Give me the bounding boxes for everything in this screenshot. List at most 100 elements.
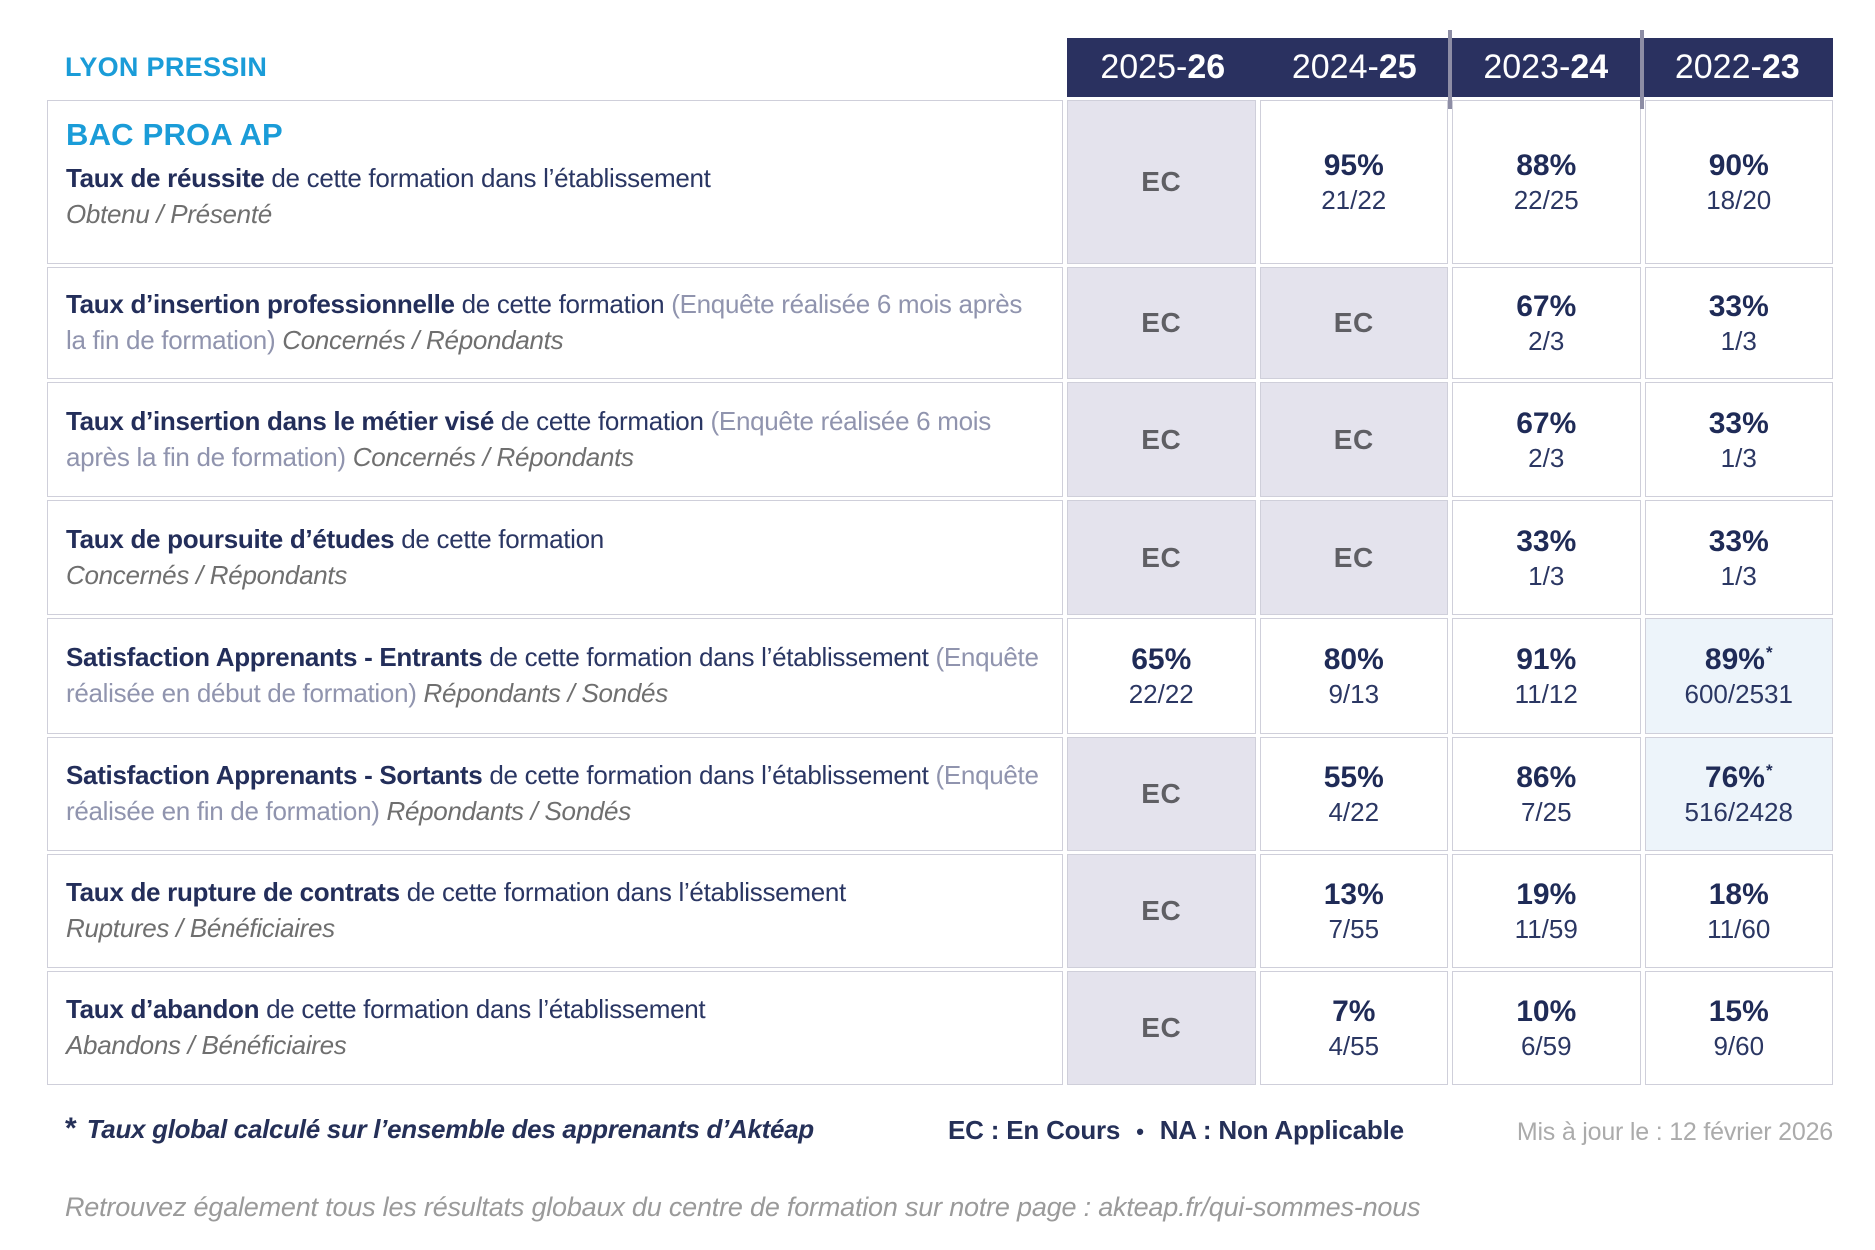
percent-value: 10%: [1516, 995, 1577, 1029]
fraction-value: 1/3: [1528, 560, 1565, 591]
fraction-value: 1/3: [1720, 326, 1757, 357]
ec-value: EC: [1333, 541, 1374, 573]
value-cell: EC: [1067, 854, 1256, 968]
fraction-value: 22/25: [1513, 185, 1579, 216]
program-title: BAC PROA AP: [66, 117, 283, 152]
ec-value: EC: [1141, 778, 1182, 809]
value-cell: 7% 4/55: [1259, 971, 1448, 1085]
row-sub: Concernés / Répondants: [352, 441, 634, 472]
fraction-value: 9/60: [1713, 1031, 1765, 1062]
footnote-text: Taux global calculé sur l’ensemble des a…: [86, 1114, 815, 1144]
fraction-value: 21/22: [1321, 185, 1387, 216]
fraction-value: 6/59: [1520, 1031, 1572, 1062]
fraction-value: 22/22: [1128, 679, 1194, 710]
asterisk: *: [1765, 643, 1773, 663]
fraction-value: 1/3: [1720, 560, 1757, 591]
fraction-value: 9/13: [1328, 679, 1380, 710]
fraction-value: 7/55: [1328, 914, 1380, 945]
percent-value: 55%: [1323, 761, 1384, 795]
percent-value: 86%: [1516, 761, 1577, 795]
row-title: Satisfaction Apprenants - Sortants: [66, 760, 483, 791]
ec-value: EC: [1333, 423, 1374, 455]
percent-value: 65%: [1131, 643, 1192, 677]
value-cell: 18% 11/60: [1644, 854, 1833, 968]
row-sub: Obtenu / Présenté: [66, 198, 272, 229]
row-title: Satisfaction Apprenants - Entrants: [66, 642, 483, 673]
row-label-insertion-professionnelle: Taux d’insertion professionnelle de cett…: [47, 267, 1063, 379]
row-sub: Concernés / Répondants: [66, 559, 348, 590]
percent-value: 89%*: [1704, 643, 1773, 677]
row-label-poursuite-etudes: Taux de poursuite d’études de cette form…: [47, 500, 1063, 615]
column-header-2023-24: 2023- 24: [1483, 48, 1609, 86]
row-label-insertion-metier-vise: Taux d’insertion dans le métier visé de …: [47, 382, 1063, 497]
value-cell: EC: [1067, 100, 1256, 264]
percent-value: 76%*: [1704, 761, 1773, 795]
row-sub: Répondants / Sondés: [386, 796, 632, 826]
percent-value: 33%: [1516, 524, 1577, 558]
row-title: Taux de réussite: [66, 163, 265, 193]
row-sub: Répondants / Sondés: [423, 678, 669, 708]
legend-na: NA : Non Applicable: [1159, 1115, 1404, 1145]
fraction-value: 18/20: [1706, 185, 1772, 216]
site-label: LYON PRESSIN: [65, 52, 268, 82]
column-separator: [1448, 30, 1452, 109]
value-cell: 10% 6/59: [1452, 971, 1641, 1085]
footnote: * Taux global calculé sur l’ensemble des…: [65, 1112, 814, 1146]
row-title: Taux d’insertion dans le métier visé: [66, 405, 494, 436]
row-label-taux-reussite: BAC PROA AP Taux de réussite de cette fo…: [47, 100, 1063, 264]
row-title: Taux d’abandon: [66, 994, 260, 1025]
value-cell: EC: [1067, 737, 1256, 851]
row-sub: Concernés / Répondants: [282, 325, 564, 355]
value-cell: 95% 21/22: [1259, 100, 1448, 264]
value-cell-global: 76%* 516/2428: [1644, 737, 1833, 851]
value-cell: 90% 18/20: [1644, 100, 1833, 264]
percent-value: 95%: [1323, 149, 1384, 183]
row-sub: Abandons / Bénéficiaires: [66, 1030, 347, 1060]
bullet-separator: •: [1136, 1119, 1144, 1144]
percent-value: 18%: [1708, 878, 1769, 912]
fraction-value: 2/3: [1528, 442, 1565, 473]
row-label-satisfaction-sortants: Satisfaction Apprenants - Sortants de ce…: [47, 737, 1063, 851]
value-cell-global: 89%* 600/2531: [1644, 618, 1833, 734]
row-title: Taux d’insertion professionnelle: [66, 289, 455, 320]
value-cell: 19% 11/59: [1452, 854, 1641, 968]
value-cell: 67% 2/3: [1452, 267, 1641, 379]
bottom-note: Retrouvez également tous les résultats g…: [65, 1192, 1421, 1222]
value-cell: EC: [1067, 971, 1256, 1085]
legend: EC : En Cours • NA : Non Applicable: [948, 1115, 1404, 1146]
value-cell: 86% 7/25: [1452, 737, 1641, 851]
value-cell: 80% 9/13: [1259, 618, 1448, 734]
results-table: LYON PRESSIN 2025- 26 2024- 25 2023- 24 202…: [47, 30, 1833, 1085]
percent-value: 7%: [1332, 995, 1376, 1029]
percent-value: 67%: [1516, 290, 1577, 324]
updated-date: Mis à jour le : 12 février 2026: [1516, 1118, 1833, 1146]
percent-value: 90%: [1708, 149, 1769, 183]
value-cell: 33% 1/3: [1452, 500, 1641, 615]
percent-value: 13%: [1323, 878, 1384, 912]
column-header-2025-26: 2025- 26: [1100, 48, 1226, 86]
value-cell: 65% 22/22: [1067, 618, 1256, 734]
percent-value: 91%: [1516, 643, 1577, 677]
year-header: 2025- 26 2024- 25 2023- 24 2022- 23: [1067, 30, 1833, 109]
fraction-value: 516/2428: [1684, 797, 1793, 828]
value-cell: EC: [1259, 500, 1448, 615]
ec-value: EC: [1333, 307, 1374, 338]
ec-value: EC: [1141, 895, 1182, 926]
legend-ec: EC : En Cours: [948, 1115, 1121, 1145]
value-cell: 55% 4/22: [1259, 737, 1448, 851]
percent-value: 33%: [1708, 524, 1769, 558]
fraction-value: 600/2531: [1684, 679, 1793, 710]
column-header-2022-23: 2022- 23: [1674, 48, 1800, 86]
percent-value: 80%: [1323, 643, 1384, 677]
value-cell: 91% 11/12: [1452, 618, 1641, 734]
asterisk: *: [1765, 761, 1773, 781]
ec-value: EC: [1141, 1012, 1182, 1043]
fraction-value: 1/3: [1720, 442, 1757, 473]
fraction-value: 4/55: [1328, 1031, 1380, 1062]
row-title: Taux de poursuite d’études: [66, 523, 395, 554]
column-header-2024-25: 2024- 25: [1291, 48, 1417, 86]
value-cell: 33% 1/3: [1644, 382, 1833, 497]
column-separator: [1639, 30, 1644, 109]
value-cell: 33% 1/3: [1644, 500, 1833, 615]
value-cell: EC: [1259, 382, 1448, 497]
